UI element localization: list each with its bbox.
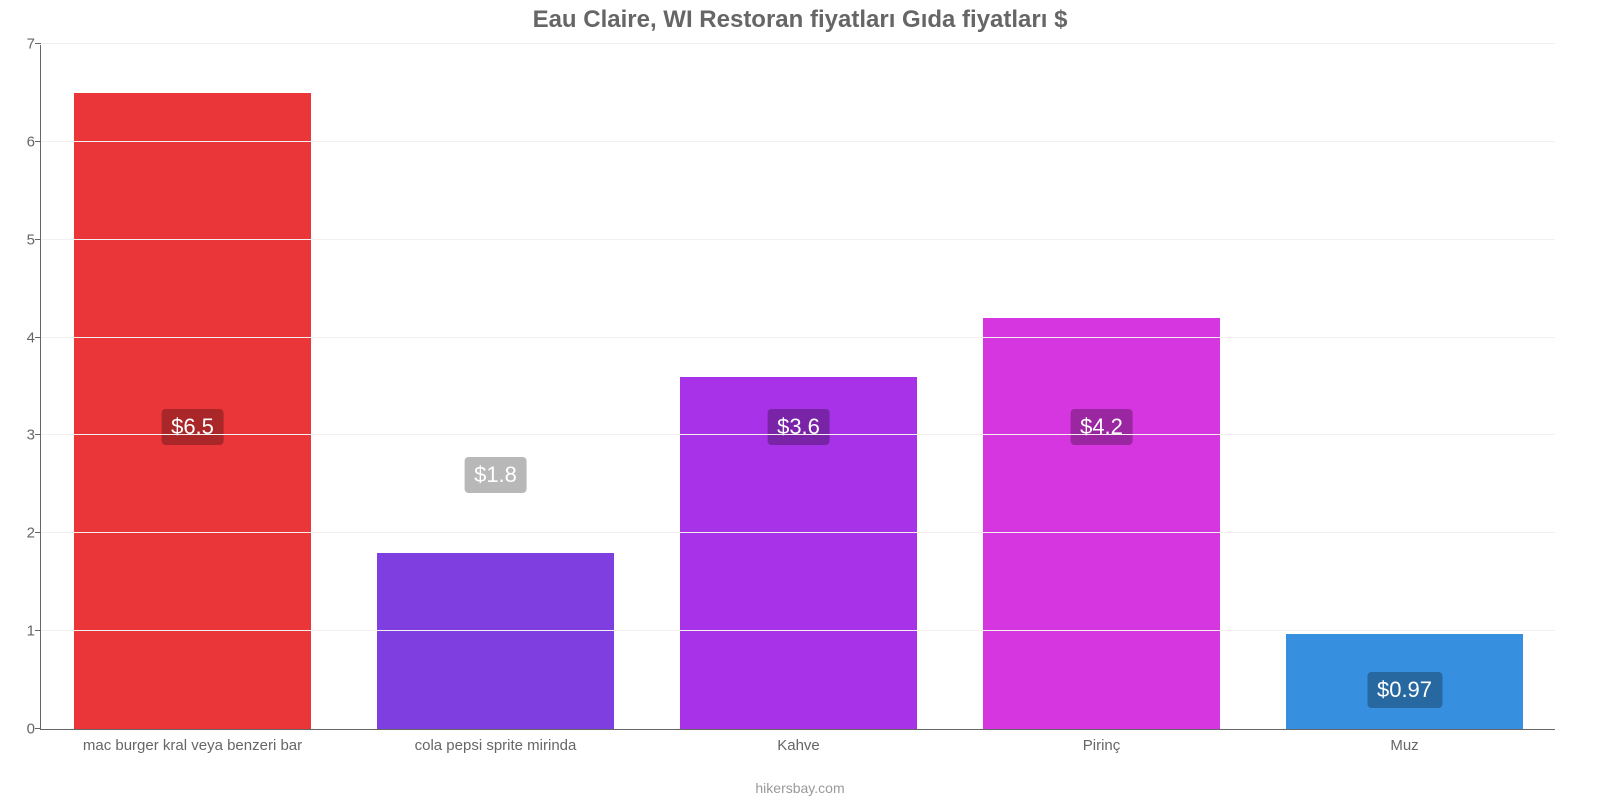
x-tick-label: Pirinç [1083,737,1121,754]
y-tick [35,728,41,729]
y-tick-label: 5 [5,231,35,248]
y-tick [35,43,41,44]
x-tick-label: cola pepsi sprite mirinda [415,737,577,754]
chart-title: Eau Claire, WI Restoran fiyatları Gıda f… [0,6,1600,34]
value-badge: $1.8 [464,457,527,493]
y-tick-label: 6 [5,133,35,150]
gridline [41,43,1555,44]
value-badge: $3.6 [767,409,830,445]
bar [377,553,613,729]
bar [983,318,1219,729]
x-tick-label: Kahve [777,737,820,754]
y-tick [35,630,41,631]
bar-slot: $4.2Pirinç [950,45,1253,729]
value-badge: $6.5 [161,409,224,445]
gridline [41,337,1555,338]
bars-container: $6.5mac burger kral veya benzeri bar$1.8… [41,45,1555,729]
x-tick-label: mac burger kral veya benzeri bar [83,737,302,754]
y-tick-label: 3 [5,427,35,444]
value-badge: $4.2 [1070,409,1133,445]
y-tick-label: 4 [5,329,35,346]
gridline [41,532,1555,533]
y-tick-label: 7 [5,36,35,53]
y-tick [35,532,41,533]
plot-area: $6.5mac burger kral veya benzeri bar$1.8… [40,45,1555,730]
y-tick [35,239,41,240]
y-tick-label: 2 [5,525,35,542]
gridline [41,239,1555,240]
y-tick-label: 0 [5,721,35,738]
bar-slot: $0.97Muz [1253,45,1556,729]
y-tick-label: 1 [5,623,35,640]
bar-slot: $3.6Kahve [647,45,950,729]
gridline [41,141,1555,142]
y-tick [35,141,41,142]
bar-slot: $6.5mac burger kral veya benzeri bar [41,45,344,729]
bar-slot: $1.8cola pepsi sprite mirinda [344,45,647,729]
x-tick-label: Muz [1390,737,1418,754]
chart-credit: hikersbay.com [0,780,1600,796]
y-tick [35,337,41,338]
value-badge: $0.97 [1367,672,1442,708]
gridline [41,630,1555,631]
bar-chart: Eau Claire, WI Restoran fiyatları Gıda f… [0,0,1600,800]
y-tick [35,434,41,435]
gridline [41,434,1555,435]
